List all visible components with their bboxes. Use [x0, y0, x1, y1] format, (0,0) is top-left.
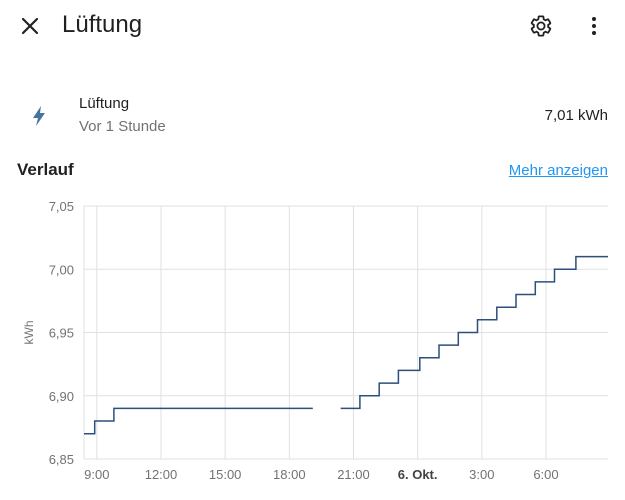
history-title: Verlauf [17, 160, 74, 179]
show-more-link[interactable]: Mehr anzeigen [508, 162, 608, 179]
dialog-title: Lüftung [62, 11, 143, 38]
y-axis-label: kWh [22, 321, 36, 345]
entity-value: 7,01 kWh [544, 107, 608, 124]
y-tick-label: 7,00 [49, 262, 74, 277]
more-vertical-icon [592, 17, 596, 35]
series-line [84, 407, 313, 435]
close-button[interactable] [14, 10, 46, 42]
settings-button[interactable] [525, 10, 557, 42]
more-options-button[interactable] [578, 10, 610, 42]
x-tick-label: 18:00 [273, 467, 306, 482]
entity-name: Lüftung [79, 95, 130, 112]
entity-last-changed: Vor 1 Stunde [79, 118, 166, 135]
entity-state-row: Lüftung Vor 1 Stunde 7,01 kWh [0, 88, 625, 144]
x-tick-label: 3:00 [469, 467, 494, 482]
dialog-header: Lüftung [0, 0, 625, 56]
y-tick-label: 6,90 [49, 389, 74, 404]
x-tick-label: 9:00 [84, 467, 109, 482]
x-tick-label: 21:00 [337, 467, 370, 482]
x-tick-label: 15:00 [209, 467, 242, 482]
y-tick-label: 6,85 [49, 452, 74, 467]
y-tick-label: 7,05 [49, 199, 74, 214]
series-line [340, 255, 608, 410]
history-chart: 7,05 7,00 6,95 6,90 6,85 9:00 12:00 15:00 18:00 2… [22, 199, 608, 482]
gear-icon [530, 15, 552, 37]
lightning-bolt-icon [27, 104, 51, 128]
x-tick-label: 6:00 [533, 467, 558, 482]
x-tick-label: 6. Okt. [398, 467, 438, 482]
y-tick-label: 6,95 [49, 326, 74, 341]
close-icon [21, 17, 39, 35]
x-tick-label: 12:00 [145, 467, 178, 482]
